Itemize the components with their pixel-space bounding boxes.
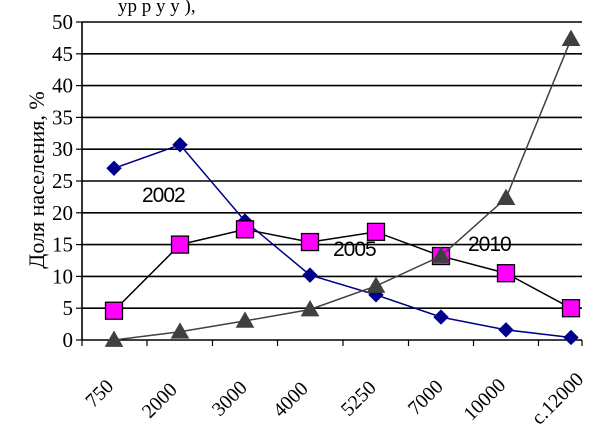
y-tick-label-45: 45 bbox=[52, 42, 73, 66]
point-2005-10000 bbox=[496, 264, 516, 283]
point-2002-4000 bbox=[302, 267, 318, 283]
point-2005-2000 bbox=[170, 235, 190, 254]
point-2005-5250 bbox=[366, 222, 386, 242]
point-2005-4000 bbox=[300, 232, 320, 252]
x-tick-label-5250: 5250 bbox=[337, 377, 381, 421]
x-tick-label-3000: 3000 bbox=[208, 377, 252, 421]
point-2005-3000 bbox=[235, 220, 255, 239]
y-tick-label-30: 30 bbox=[52, 137, 73, 161]
point-2005-с.12000 bbox=[561, 299, 581, 318]
point-2010-4000 bbox=[300, 299, 320, 317]
x-axis-ticks: 750 2000 3000 4000 5250 7000 10000 с.12000 bbox=[81, 340, 588, 429]
y-axis-label: Доля населения, % bbox=[24, 91, 49, 268]
point-2010-7000 bbox=[431, 246, 451, 263]
chart-title-fragment: ур р у у ), bbox=[118, 0, 196, 17]
point-2002-2000 bbox=[172, 137, 188, 153]
x-tick-label-750: 750 bbox=[81, 375, 118, 412]
point-2010-750 bbox=[104, 330, 124, 347]
point-2002-с.12000 bbox=[563, 329, 579, 346]
point-2010-с.12000 bbox=[561, 29, 581, 47]
y-tick-label-35: 35 bbox=[52, 105, 73, 129]
annotation-2010: 2010 bbox=[468, 233, 511, 256]
point-2002-7000 bbox=[433, 309, 449, 325]
point-2010-2000 bbox=[170, 322, 190, 339]
point-2005-750 bbox=[104, 301, 124, 320]
x-tick-label-2000: 2000 bbox=[138, 379, 182, 423]
series-line-2005 bbox=[113, 228, 572, 312]
y-tick-label-50: 50 bbox=[52, 10, 73, 34]
series-line-2010 bbox=[113, 38, 572, 341]
point-2002-750 bbox=[106, 160, 122, 176]
x-tick-label-7000: 7000 bbox=[404, 376, 448, 420]
point-2010-5250 bbox=[366, 276, 386, 293]
x-tick-label-4000: 4000 bbox=[269, 378, 313, 422]
annotation-2005: 2005 bbox=[333, 238, 376, 261]
x-tick-label-с.12000: с.12000 bbox=[527, 368, 588, 429]
series-layer bbox=[104, 29, 581, 347]
y-tick-label-5: 5 bbox=[63, 296, 74, 320]
annotation-2002: 2002 bbox=[142, 184, 185, 207]
series-2005 bbox=[104, 220, 581, 320]
point-2010-3000 bbox=[235, 311, 255, 328]
y-tick-label-40: 40 bbox=[52, 74, 73, 98]
y-tick-label-20: 20 bbox=[52, 201, 73, 225]
y-tick-label-10: 10 bbox=[52, 264, 73, 288]
point-2010-10000 bbox=[496, 188, 516, 206]
annotations: 2002 2005 2010 bbox=[142, 184, 512, 261]
y-axis-ticks: 0 5 10 15 20 25 30 35 40 45 50 bbox=[52, 10, 82, 352]
series-2010 bbox=[104, 29, 581, 347]
y-tick-label-25: 25 bbox=[52, 169, 73, 193]
point-2002-10000 bbox=[498, 322, 514, 338]
series-2002 bbox=[106, 137, 579, 346]
x-tick-label-10000: 10000 bbox=[459, 374, 510, 425]
series-line-2002 bbox=[113, 143, 572, 339]
y-tick-label-15: 15 bbox=[52, 233, 73, 257]
y-tick-label-0: 0 bbox=[63, 328, 74, 352]
